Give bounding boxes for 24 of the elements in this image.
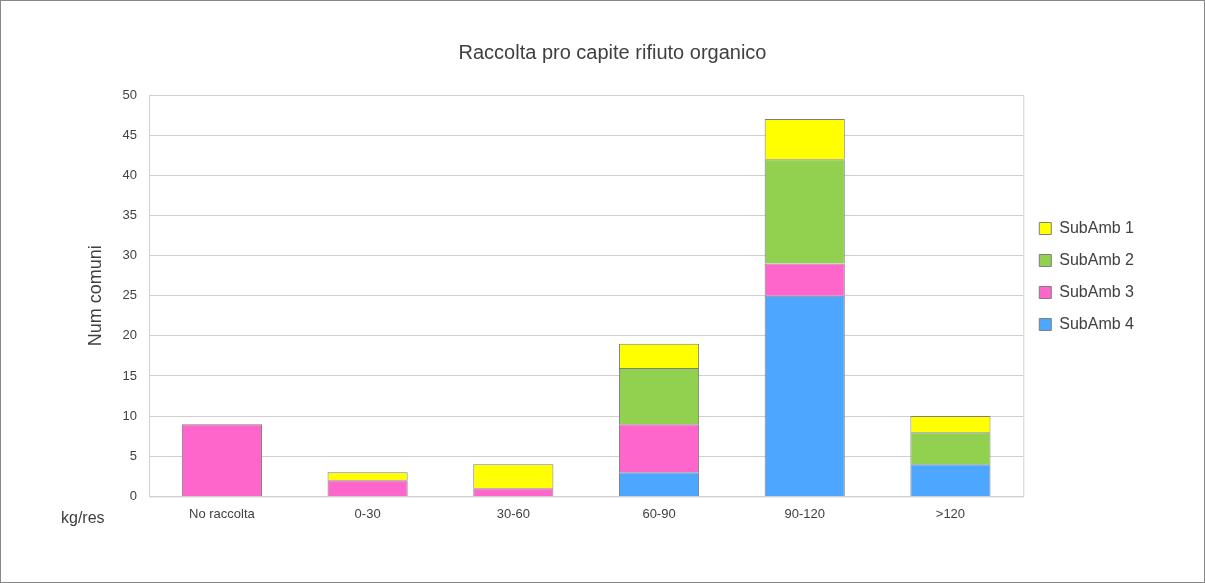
y-tick-label: 25 <box>122 287 138 303</box>
legend-label: SubAmb 1 <box>1059 218 1135 236</box>
y-axis-title: Num comuni <box>84 245 105 347</box>
x-tick-label: 0-30 <box>354 505 381 521</box>
legend-label: SubAmb 2 <box>1059 250 1135 268</box>
y-tick-label: 0 <box>129 487 138 503</box>
x-tick-label: No raccolta <box>189 505 256 521</box>
y-tick-label: 30 <box>122 247 138 263</box>
x-axis-title: kg/res <box>61 508 105 526</box>
y-tick-label: 40 <box>122 166 138 182</box>
y-tick-label: 35 <box>122 207 138 222</box>
y-tick-label: 50 <box>122 86 138 102</box>
y-tick-label: 10 <box>122 407 138 423</box>
x-tick-label: 30-60 <box>496 505 530 521</box>
x-tick-label: >120 <box>935 505 966 521</box>
legend-label: SubAmb 3 <box>1059 282 1135 300</box>
y-tick-label: 20 <box>122 327 138 343</box>
y-tick-label: 15 <box>122 367 138 383</box>
legend-label: SubAmb 4 <box>1059 314 1135 332</box>
x-tick-label: 60-90 <box>642 505 676 521</box>
y-tick-label: 45 <box>122 126 138 142</box>
y-tick-label: 5 <box>129 447 138 463</box>
chart-title: Raccolta pro capite rifiuto organico <box>458 40 767 63</box>
x-tick-label: 90-120 <box>784 505 825 521</box>
